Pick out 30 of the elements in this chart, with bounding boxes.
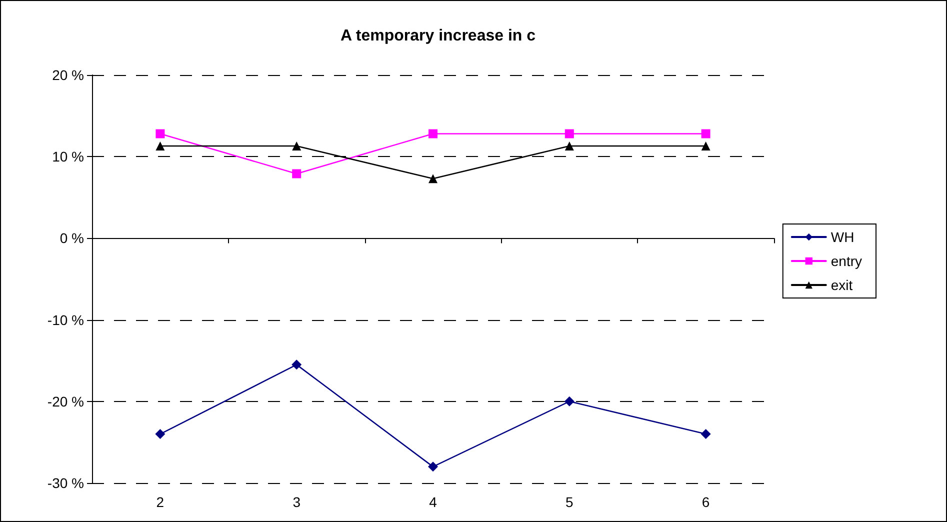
- point: [428, 129, 438, 138]
- x-tick-label: 4: [429, 494, 438, 510]
- point: [564, 396, 574, 406]
- y-tick-label: 20 %: [52, 67, 84, 83]
- point: [428, 174, 438, 184]
- point: [155, 429, 166, 440]
- x-tick-label: 6: [702, 494, 710, 510]
- legend-label: entry: [830, 253, 862, 269]
- point: [701, 141, 710, 150]
- point: [156, 129, 165, 138]
- point: [564, 129, 574, 138]
- y-tick-label: -30 %: [47, 475, 84, 491]
- y-tick-label: -20 %: [47, 393, 84, 410]
- x-tick-label: 3: [292, 494, 301, 510]
- point: [292, 141, 302, 150]
- x-tick-label: 2: [156, 494, 164, 510]
- point: [701, 129, 710, 138]
- legend-label: WH: [830, 229, 854, 245]
- point: [700, 429, 711, 440]
- y-tick-label: -10 %: [47, 312, 84, 328]
- point: [292, 360, 302, 370]
- x-tick-label: 5: [566, 494, 574, 510]
- point: [564, 141, 574, 150]
- chart-title: A temporary increase in c: [340, 28, 536, 44]
- y-tick-label: 10 %: [52, 148, 84, 165]
- point: [292, 169, 302, 178]
- legend-label: exit: [830, 277, 853, 293]
- point: [428, 462, 438, 472]
- y-tick-label: 0 %: [60, 230, 84, 246]
- point: [156, 141, 165, 150]
